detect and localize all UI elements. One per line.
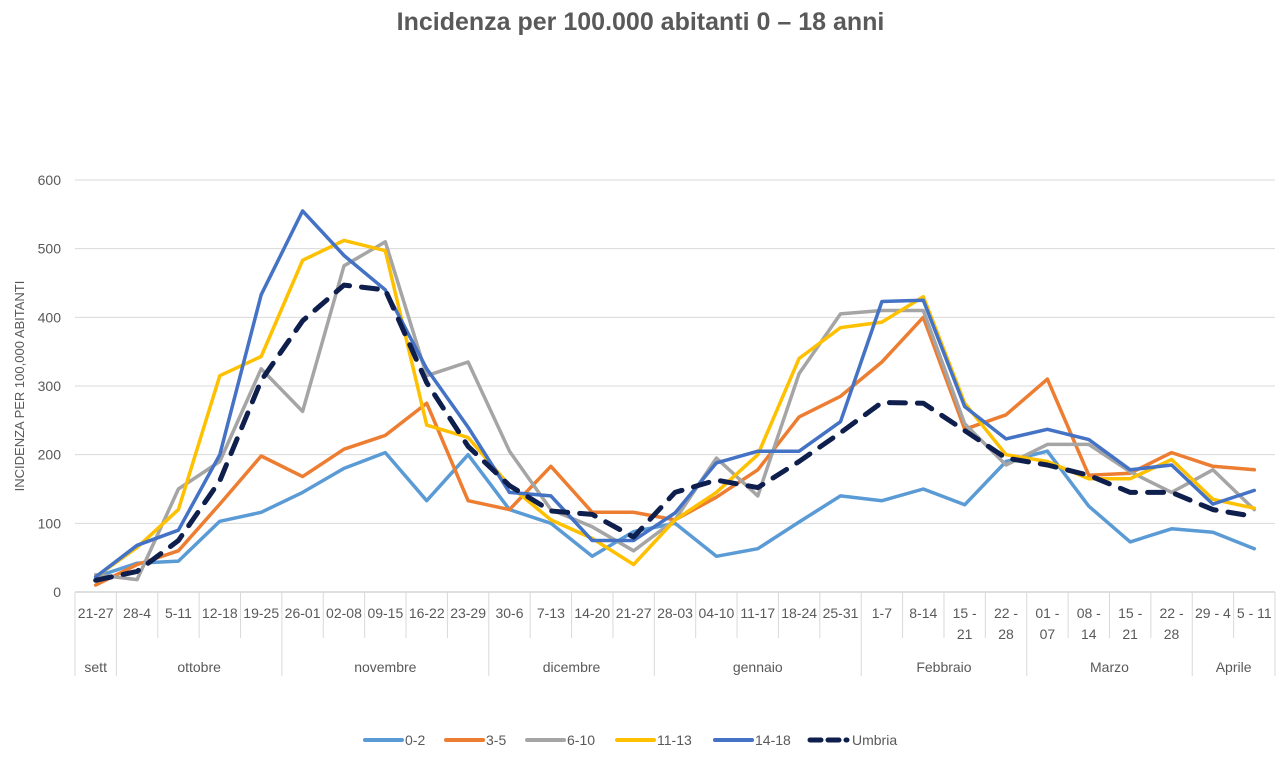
x-tick-label: 04-10	[698, 605, 734, 621]
legend-entry: 0-2	[405, 732, 425, 748]
series-line-11-13	[93, 238, 1257, 579]
x-tick-label: 30-6	[495, 605, 523, 621]
legend-entry: 3-5	[486, 732, 506, 748]
x-tick-label: 01 -	[1035, 605, 1059, 621]
x-tick-label: 15 -	[953, 605, 977, 621]
x-tick-label: 11-17	[740, 605, 775, 621]
legend: 0-2 3-5 6-10 11-13 14-18 Umbria	[363, 732, 897, 748]
x-month-label: Aprile	[1216, 659, 1252, 675]
x-tick-label: 12-18	[202, 605, 238, 621]
x-tick-label: 29 - 4	[1195, 605, 1231, 621]
x-tick-label: 1-7	[872, 605, 892, 621]
x-tick-label: 25-31	[823, 605, 859, 621]
x-tick-label: 15 -	[1118, 605, 1142, 621]
y-tick-label: 100	[38, 515, 62, 531]
y-tick-label: 200	[38, 447, 62, 463]
x-tick-label: 5 - 11	[1237, 605, 1272, 621]
series-line-umbria	[93, 282, 1257, 583]
x-tick-label: 21	[957, 626, 973, 642]
x-tick-label: 14-20	[574, 605, 610, 621]
x-tick-label: 07	[1040, 626, 1056, 642]
x-tick-label: 26-01	[285, 605, 321, 621]
x-tick-label: 22 -	[994, 605, 1018, 621]
x-tick-label: 19-25	[243, 605, 279, 621]
series-line-6-10	[93, 240, 1257, 582]
x-month-label: Marzo	[1090, 659, 1129, 675]
y-tick-label: 500	[38, 241, 62, 257]
x-tick-label: 23-29	[450, 605, 486, 621]
x-tick-label: 09-15	[367, 605, 403, 621]
axes: 0 100 200 300 400 500 600 INCIDENZA PER 100,000…	[12, 172, 1276, 676]
x-tick-label: 16-22	[409, 605, 445, 621]
series-line-3-5	[93, 315, 1257, 587]
x-month-label: ottobre	[177, 659, 221, 675]
y-tick-label: 300	[38, 378, 62, 394]
x-tick-label: 02-08	[326, 605, 362, 621]
x-tick-label: 21	[1122, 626, 1138, 642]
x-tick-label: 08 -	[1077, 605, 1101, 621]
x-month-label: sett	[84, 659, 107, 675]
x-tick-label: 18-24	[781, 605, 817, 621]
x-tick-label: 14	[1081, 626, 1097, 642]
x-tick-label: 5-11	[165, 605, 192, 621]
chart-title: Incidenza per 100.000 abitanti 0 – 18 an…	[396, 8, 885, 36]
x-tick-label: 28-4	[123, 605, 151, 621]
x-month-label: gennaio	[733, 659, 783, 675]
x-tick-label: 28	[1164, 626, 1180, 642]
x-month-label: Febbraio	[916, 659, 971, 675]
x-tick-label: 8-14	[909, 605, 937, 621]
x-tick-label: 28	[998, 626, 1014, 642]
x-tick-label: 21-27	[78, 605, 114, 621]
x-month-label: dicembre	[543, 659, 601, 675]
x-tick-label: 22 -	[1159, 605, 1183, 621]
y-tick-label: 0	[53, 584, 61, 600]
y-tick-label: 600	[38, 172, 62, 188]
x-tick-label: 7-13	[537, 605, 565, 621]
legend-entry: Umbria	[852, 732, 897, 748]
legend-entry: 11-13	[657, 732, 692, 748]
legend-entry: 6-10	[567, 732, 595, 748]
x-tick-label: 21-27	[616, 605, 652, 621]
x-tick-label: 28-03	[657, 605, 693, 621]
series-lines	[93, 209, 1257, 587]
y-tick-label: 400	[38, 309, 62, 325]
y-axis-label: INCIDENZA PER 100,000 ABITANTI	[12, 281, 27, 492]
x-month-label: novembre	[354, 659, 416, 675]
legend-entry: 14-18	[755, 732, 791, 748]
